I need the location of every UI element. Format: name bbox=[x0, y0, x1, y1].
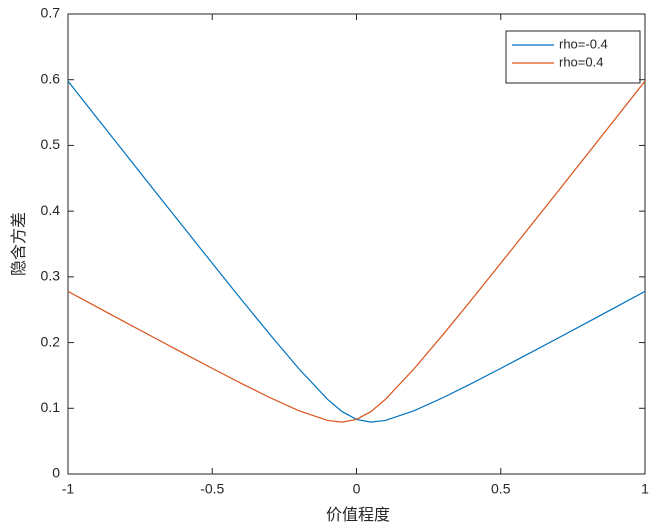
x-axis-label: 价值程度 bbox=[326, 506, 390, 524]
legend-label: rho=-0.4 bbox=[559, 36, 608, 51]
x-tick-label: 0.5 bbox=[491, 481, 511, 497]
y-tick-label: 0.7 bbox=[41, 5, 61, 21]
y-tick-label: 0 bbox=[52, 465, 60, 481]
line bbox=[67, 80, 646, 423]
y-axis-label: 隐含方差 bbox=[10, 212, 28, 276]
x-tick-label: 1 bbox=[641, 481, 649, 497]
legend: rho=-0.4 rho=0.4 bbox=[505, 30, 641, 84]
legend-box bbox=[505, 30, 641, 84]
y-tick-label: 0.3 bbox=[41, 268, 61, 284]
y-tick-label: 0.5 bbox=[41, 136, 61, 152]
legend-label: rho=0.4 bbox=[559, 54, 603, 69]
y-tick-label: 0.4 bbox=[41, 202, 61, 218]
line bbox=[67, 80, 646, 423]
y-tick-label: 0.2 bbox=[41, 333, 61, 349]
x-tick-label: -1 bbox=[62, 481, 75, 497]
y-tick-label: 0.6 bbox=[41, 70, 61, 86]
y-tick-label: 0.1 bbox=[41, 399, 61, 415]
x-tick-label: -0.5 bbox=[200, 481, 224, 497]
x-tick-label: 0 bbox=[353, 481, 361, 497]
